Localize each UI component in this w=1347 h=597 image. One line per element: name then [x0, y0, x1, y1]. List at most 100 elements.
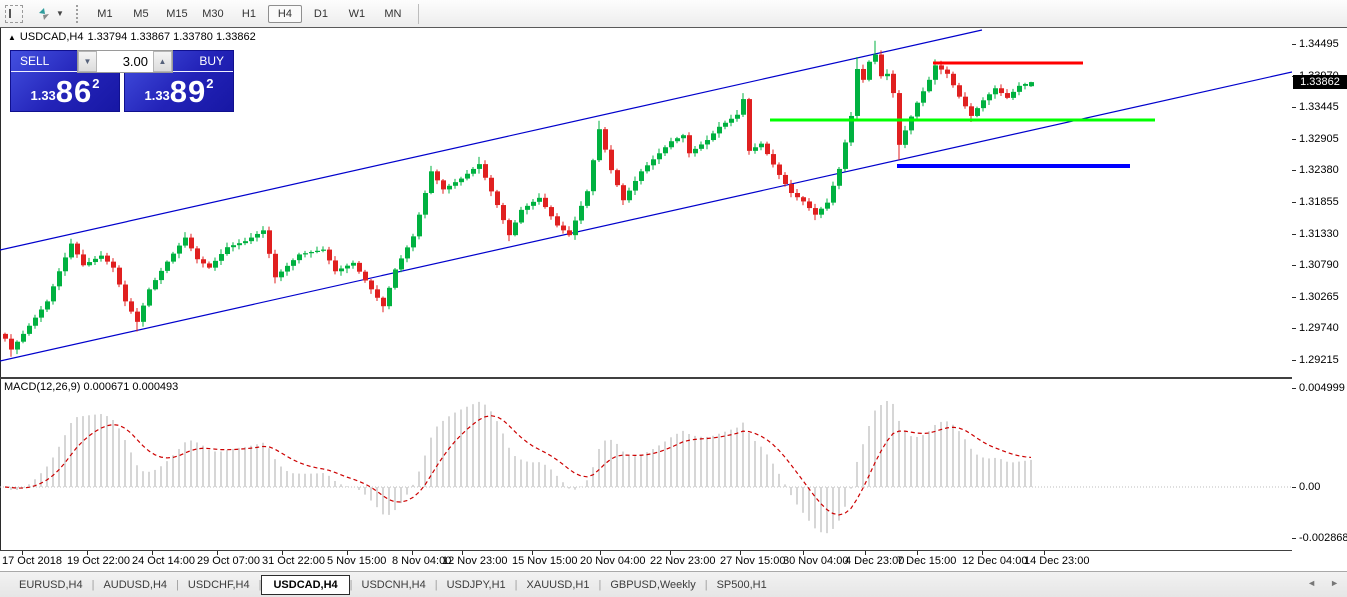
- chart-left-border: [0, 28, 1, 551]
- chart-tab-usdcnh-h4[interactable]: USDCNH,H4: [361, 578, 426, 591]
- timeframe-button-w1[interactable]: W1: [348, 7, 366, 20]
- candle-body: [963, 96, 968, 107]
- candle-body: [561, 225, 566, 231]
- price-axis-label: 1.32380: [1299, 164, 1339, 177]
- chart-tab-usdchf-h4[interactable]: USDCHF,H4: [187, 578, 250, 591]
- price-axis-label: 1.29740: [1299, 322, 1339, 335]
- tab-scroll-left-icon[interactable]: ◄: [1307, 578, 1317, 588]
- candle-body: [495, 191, 500, 206]
- candle-body: [1011, 91, 1016, 98]
- timeframe-button-m5[interactable]: M5: [133, 7, 149, 20]
- candle-body: [81, 254, 86, 266]
- candle-body: [1023, 83, 1028, 86]
- candle-body: [615, 170, 620, 186]
- chart-tab-audusd-h4[interactable]: AUDUSD,H4: [103, 578, 168, 591]
- candle-body: [405, 247, 410, 259]
- sell-price: 1.33862: [11, 74, 119, 110]
- collapse-arrow-icon[interactable]: ▲: [8, 32, 16, 42]
- timeframe-button-d1[interactable]: D1: [313, 7, 328, 20]
- candle-body: [363, 271, 368, 281]
- macd-axis-label: -0.002868: [1299, 532, 1347, 544]
- timeframe-button-m30[interactable]: M30: [202, 7, 224, 20]
- candle-body: [51, 286, 56, 302]
- time-axis-label: 7 Dec 15:00: [897, 555, 957, 567]
- candle-body: [909, 116, 914, 131]
- time-axis-tick: [532, 551, 533, 555]
- sell-button[interactable]: SELL: [11, 51, 119, 72]
- buy-price-prefix: 1.33: [144, 88, 170, 103]
- time-axis-label: 12 Nov 23:00: [442, 555, 508, 567]
- timeframe-button-h1[interactable]: H1: [241, 7, 256, 20]
- candle-body: [93, 258, 98, 263]
- chart-tab-gbpusd-weekly[interactable]: GBPUSD,Weekly: [610, 578, 696, 591]
- candle-body: [633, 180, 638, 191]
- buy-button[interactable]: BUY: [125, 51, 233, 72]
- tab-divider: |: [434, 578, 438, 591]
- channel-lower-line[interactable]: [0, 71, 1292, 362]
- candle-body: [567, 230, 572, 236]
- tab-divider: |: [258, 578, 262, 591]
- channel-upper-line[interactable]: [0, 29, 983, 251]
- candle-body: [15, 341, 20, 350]
- candle-body: [819, 208, 824, 215]
- candle-body: [441, 180, 446, 190]
- chart-ohlc-quotes: 1.33794 1.33867 1.33780 1.33862: [87, 31, 256, 43]
- timeframe-button-mn[interactable]: MN: [384, 7, 402, 20]
- chart-title: ▲ USDCAD,H4 1.33794 1.33867 1.33780 1.33…: [8, 31, 256, 43]
- dropdown-caret-icon[interactable]: ▼: [56, 9, 64, 18]
- time-axis[interactable]: 17 Oct 2018 19 Oct 22:00 24 Oct 14:00 29 Oc…: [0, 551, 1347, 571]
- candle-body: [969, 106, 974, 116]
- candle-body: [723, 122, 728, 127]
- timeframe-button-h4[interactable]: H4: [267, 4, 302, 23]
- selection-tool-icon[interactable]: [5, 4, 23, 23]
- candle-body: [189, 237, 194, 249]
- volume-input[interactable]: [97, 51, 153, 72]
- buy-price-big: 89: [169, 74, 207, 109]
- timeframe-button-m15[interactable]: M15: [166, 7, 188, 20]
- candle-body: [693, 148, 698, 154]
- candle-body: [747, 99, 752, 151]
- chart-tab-xauusd-h1[interactable]: XAUUSD,H1: [526, 578, 590, 591]
- candle-body: [273, 253, 278, 278]
- candle-body: [855, 68, 860, 116]
- candle-body: [315, 250, 320, 253]
- time-axis-tick: [1044, 551, 1045, 555]
- tab-scroll-controls: ◄ ►: [1307, 578, 1339, 588]
- chart-canvas[interactable]: [0, 28, 1292, 551]
- macd-axis-tick: [1292, 388, 1296, 389]
- candle-body: [531, 201, 536, 206]
- candle-body: [525, 205, 530, 210]
- candle-body: [735, 114, 740, 119]
- candle-body: [579, 205, 584, 221]
- time-axis-tick: [917, 551, 918, 555]
- tab-divider: |: [514, 578, 518, 591]
- tab-divider: |: [91, 578, 95, 591]
- chart-macd-separator[interactable]: [0, 377, 1347, 379]
- sell-price-big: 86: [55, 74, 93, 109]
- time-axis-tick: [803, 551, 804, 555]
- price-axis-tick: [1292, 360, 1296, 361]
- candle-body: [411, 236, 416, 248]
- time-axis-label: 19 Oct 22:00: [67, 555, 130, 567]
- candle-body: [285, 265, 290, 272]
- chart-tab-usdjpy-h1[interactable]: USDJPY,H1: [446, 578, 506, 591]
- volume-spinner: ▼ ▲: [77, 50, 173, 73]
- candle-body: [981, 100, 986, 109]
- chart-tab-sp500-h1[interactable]: SP500,H1: [716, 578, 767, 591]
- candle-body: [795, 193, 800, 198]
- volume-decrease-button[interactable]: ▼: [78, 51, 97, 72]
- macd-indicator-label: MACD(12,26,9) 0.000671 0.000493: [4, 381, 179, 393]
- chart-tab-eurusd-h4[interactable]: EURUSD,H4: [19, 578, 83, 591]
- tab-scroll-right-icon[interactable]: ►: [1330, 578, 1339, 588]
- time-axis-label: 31 Oct 22:00: [262, 555, 325, 567]
- chart-tab-usdcad-h4[interactable]: USDCAD,H4: [261, 574, 350, 595]
- candle-body: [873, 54, 878, 62]
- volume-increase-button[interactable]: ▲: [153, 51, 172, 72]
- candle-body: [255, 233, 260, 238]
- candle-body: [33, 317, 38, 326]
- arrows-tool-icon[interactable]: [35, 5, 53, 23]
- toolbar-grip-handle[interactable]: [75, 4, 82, 23]
- price-axis[interactable]: 1.344951.339701.334451.329051.323801.318…: [1292, 28, 1347, 551]
- timeframe-button-m1[interactable]: M1: [97, 7, 113, 20]
- candle-body: [243, 241, 248, 244]
